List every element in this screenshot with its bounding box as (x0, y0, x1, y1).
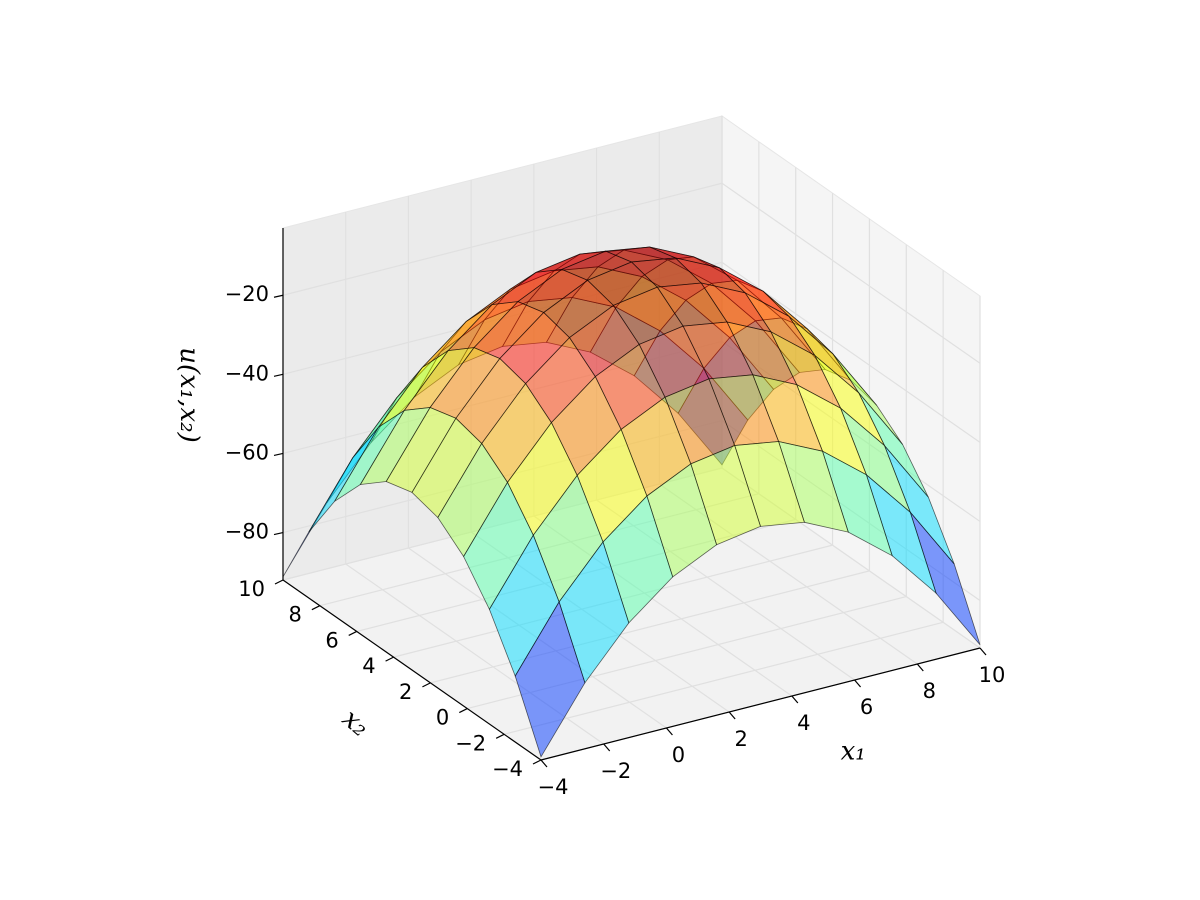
x-axis-label: x₁ (841, 737, 866, 767)
x-tick (665, 727, 673, 736)
y-tick (274, 579, 284, 585)
x-tick-label: −2 (600, 759, 631, 783)
z-axis-label: u(x₁,x₂) (174, 347, 204, 442)
y-tick-label: 0 (436, 706, 449, 730)
z-tick-label: −20 (225, 282, 269, 306)
y-tick (495, 733, 505, 739)
x-tick-label: 4 (797, 711, 810, 735)
y-tick-label: −2 (455, 731, 486, 755)
z-tick (273, 452, 284, 457)
y-tick (348, 630, 357, 636)
x-tick (854, 679, 862, 688)
z-tick-label: −60 (225, 440, 269, 464)
z-tick-label: −40 (225, 361, 269, 385)
grid-line (282, 182, 723, 296)
y-tick (422, 682, 431, 688)
axis-line (282, 579, 542, 761)
y-tick-label: 10 (238, 577, 265, 601)
x-tick-label: 6 (860, 695, 873, 719)
grid-line (721, 182, 981, 364)
x-tick-label: 8 (923, 679, 936, 703)
y-tick (311, 605, 321, 611)
x-tick (979, 647, 987, 656)
x-tick-label: 2 (734, 727, 747, 751)
y-tick-label: 2 (399, 680, 412, 704)
z-tick (273, 373, 284, 377)
axis-line (540, 647, 981, 761)
x-tick-label: 10 (979, 663, 1006, 687)
y-tick (385, 656, 394, 662)
y-tick (532, 759, 542, 765)
y-tick (459, 708, 468, 714)
y-tick-label: 8 (288, 603, 301, 627)
y-tick-label: 6 (325, 628, 338, 652)
z-tick-label: −80 (225, 520, 269, 544)
grid-line (503, 621, 944, 735)
z-tick (273, 531, 284, 536)
x-tick-label: −4 (538, 775, 569, 799)
x-tick (728, 711, 736, 720)
y-tick-label: 4 (362, 654, 375, 678)
x-tick (540, 759, 548, 768)
x-tick (791, 695, 799, 704)
surface-face (514, 600, 586, 758)
x-tick (916, 663, 924, 672)
x-tick-label: 0 (672, 743, 685, 767)
x-tick (603, 743, 611, 752)
z-tick (273, 294, 284, 298)
y-tick-label: −4 (492, 757, 523, 781)
grid-line (430, 570, 870, 684)
